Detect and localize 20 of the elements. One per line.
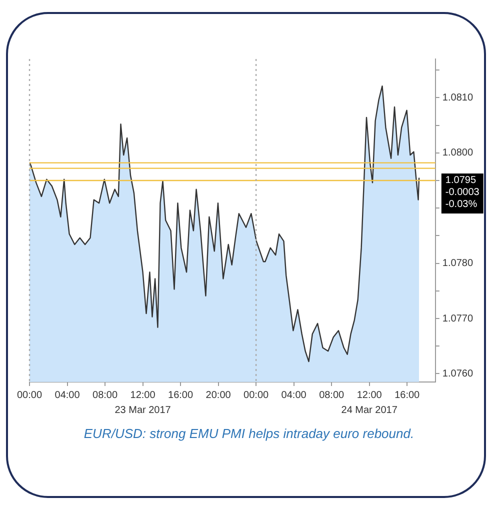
y-tick-label: 1.0760: [442, 368, 474, 380]
x-tick-label: 16:00: [394, 390, 420, 401]
x-tick-label: 00:00: [16, 390, 42, 401]
x2-tick-label: 24 Mar 2017: [341, 404, 398, 416]
x-tick-label: 04:00: [54, 390, 80, 401]
y-tick-label: 1.0770: [442, 313, 474, 324]
x-tick-label: 00:00: [244, 390, 270, 401]
x-tick-label: 20:00: [206, 390, 232, 401]
x-tick-label: 04:00: [281, 390, 307, 401]
x-tick-label: 08:00: [92, 390, 118, 401]
y-tick-label: 1.0780: [442, 258, 474, 270]
text: EUR/USD: strong EMU PMI helps intraday euro rebound.: [82, 426, 416, 441]
y-tick-label: 1.0810: [442, 92, 474, 104]
x-tick-label: 12:00: [356, 390, 382, 401]
x2-tick-label: 23 Mar 2017: [114, 404, 172, 416]
y-tick-label: 1.0800: [442, 148, 474, 159]
x-tick-label: 12:00: [130, 390, 156, 401]
x-tick-label: 08:00: [319, 390, 345, 401]
x-tick-label: 16:00: [168, 390, 194, 401]
ref-line-label: 1.0795 -0.0003 -0.03%: [445, 175, 480, 210]
